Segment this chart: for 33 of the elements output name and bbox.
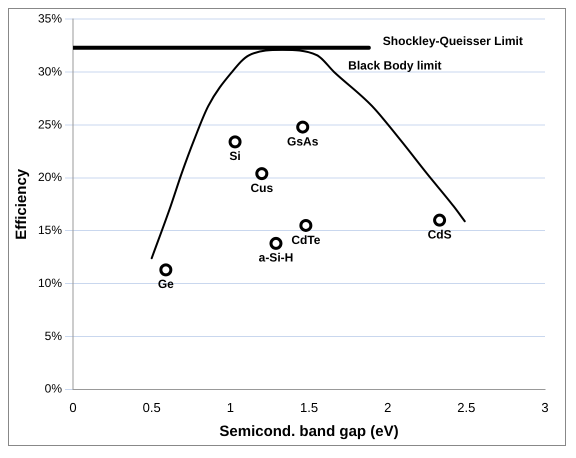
y-tick-label: 0%	[44, 382, 62, 396]
annotation: Ge	[158, 277, 174, 292]
y-tick-label: 35%	[38, 12, 62, 26]
y-tick-label: 5%	[44, 328, 62, 343]
point	[159, 263, 172, 276]
y-axis-title: Efficiency	[13, 168, 30, 240]
x-tick-label: 1.5	[300, 400, 318, 415]
series-label: Black Body limit	[348, 58, 442, 72]
y-tick-label: 10%	[38, 276, 62, 290]
x-tick-label: 2.5	[457, 400, 476, 415]
x-tick-label: 3	[541, 400, 549, 415]
y-tick-label: 25%	[38, 117, 62, 132]
annotation: CdS	[428, 227, 452, 242]
point	[299, 218, 312, 232]
point	[255, 167, 268, 180]
point	[296, 120, 310, 134]
x-tick-label: 0	[69, 400, 77, 415]
x-tick-label: 2	[384, 400, 392, 415]
y-tick-label: 20%	[38, 170, 62, 184]
x-tick-label: 0.5	[142, 400, 161, 415]
point	[269, 236, 282, 250]
annotation: GsAs	[287, 134, 319, 148]
y-tick-label: 30%	[38, 64, 62, 78]
annotation: a-Si-H	[258, 250, 294, 265]
annotation: CdTe	[291, 232, 321, 247]
series-label: Shockley-Queisser Limit	[382, 34, 523, 48]
point	[228, 135, 242, 148]
x-tick-label: 1	[226, 400, 234, 415]
annotation: Si	[229, 149, 241, 164]
point	[433, 214, 446, 227]
x-axis-title: Semicond. band gap (eV)	[219, 423, 399, 440]
annotation: Cus	[250, 180, 274, 195]
y-tick-label: 15%	[38, 223, 62, 238]
